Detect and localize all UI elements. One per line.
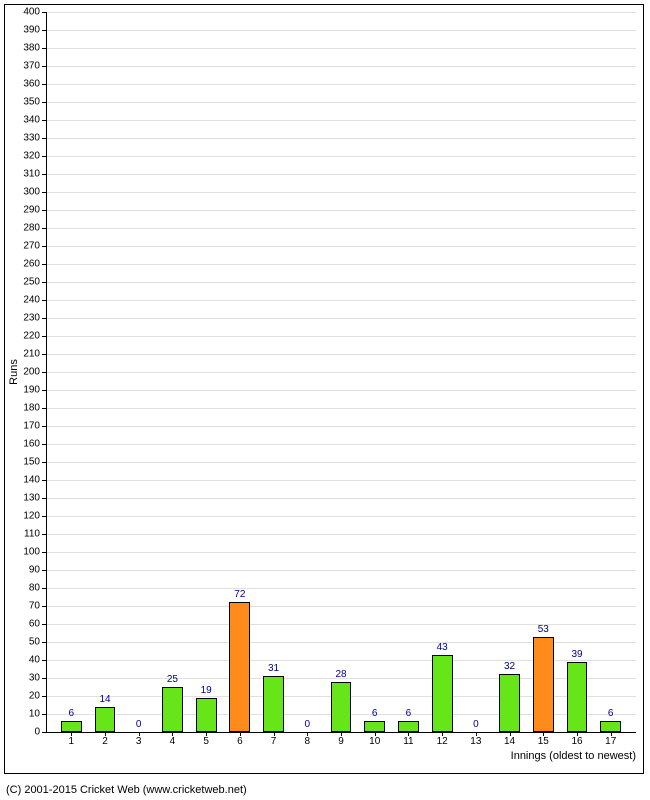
bar-value-label: 32 [504,661,515,672]
bar [331,682,352,732]
bar [533,637,554,732]
gridline [46,192,636,193]
gridline [46,138,636,139]
bar [432,655,453,732]
footer-text: (C) 2001-2015 Cricket Web (www.cricketwe… [6,784,247,796]
x-tick-label: 8 [305,732,311,747]
x-tick-label: 1 [69,732,75,747]
gridline [46,246,636,247]
bar-value-label: 6 [406,708,412,719]
bar [398,721,419,732]
x-tick-label: 9 [338,732,344,747]
gridline [46,408,636,409]
x-tick-label: 2 [102,732,108,747]
gridline [46,480,636,481]
plot-area: 0102030405060708090100110120130140150160… [46,12,636,732]
gridline [46,66,636,67]
gridline [46,570,636,571]
gridline [46,516,636,517]
chart-container: 0102030405060708090100110120130140150160… [0,0,650,800]
gridline [46,84,636,85]
x-tick-label: 14 [504,732,515,747]
bar [364,721,385,732]
x-tick-label: 7 [271,732,277,747]
y-axis-line [46,12,47,732]
bar-value-label: 14 [99,694,110,705]
bar-value-label: 53 [538,624,549,635]
bar-value-label: 6 [372,708,378,719]
bar-value-label: 31 [268,663,279,674]
bar-value-label: 0 [473,719,479,730]
gridline [46,588,636,589]
x-tick-label: 16 [571,732,582,747]
gridline [46,318,636,319]
gridline [46,174,636,175]
x-tick-label: 13 [470,732,481,747]
x-tick-label: 5 [203,732,209,747]
gridline [46,606,636,607]
gridline [46,552,636,553]
gridline [46,426,636,427]
bar-value-label: 39 [571,649,582,660]
bar-value-label: 0 [136,719,142,730]
bar-value-label: 28 [335,669,346,680]
gridline [46,210,636,211]
gridline [46,282,636,283]
gridline [46,264,636,265]
bar-value-label: 0 [305,719,311,730]
bar-value-label: 43 [437,642,448,653]
x-tick-label: 6 [237,732,243,747]
gridline [46,498,636,499]
bar [196,698,217,732]
bar-value-label: 72 [234,589,245,600]
gridline [46,534,636,535]
gridline [46,390,636,391]
bar [263,676,284,732]
x-axis-title: Innings (oldest to newest) [511,750,636,762]
gridline [46,354,636,355]
gridline [46,156,636,157]
gridline [46,336,636,337]
x-tick-label: 17 [605,732,616,747]
x-tick-label: 10 [369,732,380,747]
gridline [46,444,636,445]
bar-value-label: 19 [201,685,212,696]
gridline [46,372,636,373]
gridline [46,462,636,463]
bar-value-label: 25 [167,674,178,685]
bar [162,687,183,732]
bar [229,602,250,732]
gridline [46,102,636,103]
x-tick-label: 12 [437,732,448,747]
gridline [46,30,636,31]
gridline [46,120,636,121]
gridline [46,228,636,229]
bar [499,674,520,732]
bar [61,721,82,732]
x-tick-label: 11 [403,732,413,747]
gridline [46,48,636,49]
x-tick-label: 15 [538,732,549,747]
bar-value-label: 6 [69,708,75,719]
x-tick-label: 3 [136,732,142,747]
gridline [46,12,636,13]
x-tick-label: 4 [170,732,176,747]
bar [567,662,588,732]
bar [95,707,116,732]
bar [600,721,621,732]
y-axis-title: Runs [8,359,20,385]
gridline [46,300,636,301]
bar-value-label: 6 [608,708,614,719]
